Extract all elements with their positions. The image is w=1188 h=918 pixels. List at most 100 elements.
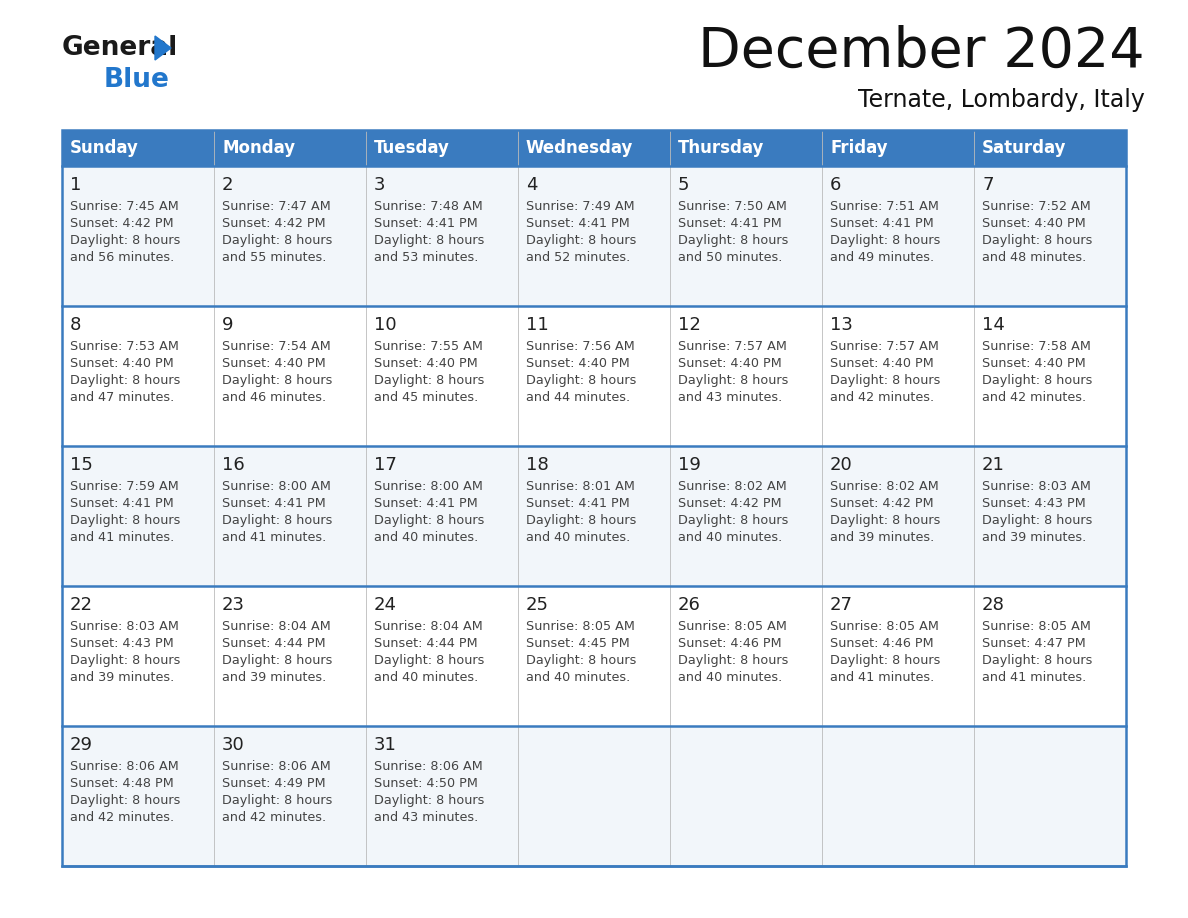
Text: Sunrise: 7:47 AM: Sunrise: 7:47 AM <box>222 200 330 213</box>
Text: Daylight: 8 hours: Daylight: 8 hours <box>982 654 1093 667</box>
Text: 1: 1 <box>70 176 81 194</box>
Bar <box>518 306 670 446</box>
Text: Daylight: 8 hours: Daylight: 8 hours <box>526 234 637 247</box>
Text: Sunset: 4:40 PM: Sunset: 4:40 PM <box>222 357 326 370</box>
Text: Sunrise: 8:03 AM: Sunrise: 8:03 AM <box>982 480 1091 493</box>
Text: Thursday: Thursday <box>678 139 764 157</box>
Text: Daylight: 8 hours: Daylight: 8 hours <box>374 514 485 527</box>
Text: Daylight: 8 hours: Daylight: 8 hours <box>830 514 941 527</box>
Text: Daylight: 8 hours: Daylight: 8 hours <box>526 374 637 387</box>
Text: Sunrise: 8:06 AM: Sunrise: 8:06 AM <box>374 760 482 773</box>
Text: Sunrise: 8:01 AM: Sunrise: 8:01 AM <box>526 480 634 493</box>
Text: and 39 minutes.: and 39 minutes. <box>830 531 934 544</box>
Text: Sunset: 4:41 PM: Sunset: 4:41 PM <box>830 217 934 230</box>
Text: and 40 minutes.: and 40 minutes. <box>678 671 782 684</box>
Text: and 43 minutes.: and 43 minutes. <box>678 391 782 404</box>
Text: and 40 minutes.: and 40 minutes. <box>374 531 479 544</box>
Text: Sunrise: 8:05 AM: Sunrise: 8:05 AM <box>982 620 1091 633</box>
Bar <box>366 166 518 306</box>
Text: Daylight: 8 hours: Daylight: 8 hours <box>830 374 941 387</box>
Text: Daylight: 8 hours: Daylight: 8 hours <box>222 374 333 387</box>
Text: Daylight: 8 hours: Daylight: 8 hours <box>678 514 789 527</box>
Text: Daylight: 8 hours: Daylight: 8 hours <box>222 794 333 807</box>
Text: Sunset: 4:41 PM: Sunset: 4:41 PM <box>374 217 478 230</box>
Text: 30: 30 <box>222 736 245 754</box>
Text: Sunset: 4:40 PM: Sunset: 4:40 PM <box>374 357 478 370</box>
Text: Sunday: Sunday <box>70 139 139 157</box>
Bar <box>214 130 366 166</box>
Text: Sunset: 4:41 PM: Sunset: 4:41 PM <box>678 217 782 230</box>
Text: Sunset: 4:43 PM: Sunset: 4:43 PM <box>982 497 1086 510</box>
Text: Daylight: 8 hours: Daylight: 8 hours <box>70 374 181 387</box>
Text: Daylight: 8 hours: Daylight: 8 hours <box>678 234 789 247</box>
Text: Daylight: 8 hours: Daylight: 8 hours <box>70 654 181 667</box>
Bar <box>366 306 518 446</box>
Text: and 50 minutes.: and 50 minutes. <box>678 251 783 264</box>
Text: 27: 27 <box>830 596 853 614</box>
Bar <box>366 130 518 166</box>
Text: Sunset: 4:44 PM: Sunset: 4:44 PM <box>374 637 478 650</box>
Text: Monday: Monday <box>222 139 295 157</box>
Text: Sunset: 4:42 PM: Sunset: 4:42 PM <box>678 497 782 510</box>
Bar <box>518 446 670 586</box>
Text: 15: 15 <box>70 456 93 474</box>
Bar <box>822 130 974 166</box>
Text: Sunrise: 8:04 AM: Sunrise: 8:04 AM <box>222 620 330 633</box>
Text: and 44 minutes.: and 44 minutes. <box>526 391 630 404</box>
Text: Daylight: 8 hours: Daylight: 8 hours <box>374 374 485 387</box>
Text: Sunrise: 8:05 AM: Sunrise: 8:05 AM <box>830 620 939 633</box>
Text: General: General <box>62 35 178 61</box>
Text: Sunrise: 8:03 AM: Sunrise: 8:03 AM <box>70 620 179 633</box>
Text: 12: 12 <box>678 316 701 334</box>
Text: Daylight: 8 hours: Daylight: 8 hours <box>830 234 941 247</box>
Text: 9: 9 <box>222 316 234 334</box>
Text: 28: 28 <box>982 596 1005 614</box>
Text: Sunset: 4:48 PM: Sunset: 4:48 PM <box>70 777 173 790</box>
Text: Sunset: 4:41 PM: Sunset: 4:41 PM <box>526 497 630 510</box>
Text: and 55 minutes.: and 55 minutes. <box>222 251 327 264</box>
Text: Daylight: 8 hours: Daylight: 8 hours <box>982 234 1093 247</box>
Bar <box>670 586 822 726</box>
Text: 25: 25 <box>526 596 549 614</box>
Text: and 40 minutes.: and 40 minutes. <box>678 531 782 544</box>
Text: Saturday: Saturday <box>982 139 1067 157</box>
Text: Daylight: 8 hours: Daylight: 8 hours <box>830 654 941 667</box>
Text: 17: 17 <box>374 456 397 474</box>
Bar <box>822 166 974 306</box>
Text: Sunrise: 7:57 AM: Sunrise: 7:57 AM <box>830 340 939 353</box>
Text: Daylight: 8 hours: Daylight: 8 hours <box>678 374 789 387</box>
Text: and 40 minutes.: and 40 minutes. <box>526 531 631 544</box>
Text: Sunrise: 8:02 AM: Sunrise: 8:02 AM <box>830 480 939 493</box>
Text: Daylight: 8 hours: Daylight: 8 hours <box>70 514 181 527</box>
Text: and 52 minutes.: and 52 minutes. <box>526 251 631 264</box>
Text: Daylight: 8 hours: Daylight: 8 hours <box>222 234 333 247</box>
Text: Sunrise: 7:51 AM: Sunrise: 7:51 AM <box>830 200 939 213</box>
Text: Daylight: 8 hours: Daylight: 8 hours <box>526 654 637 667</box>
Text: and 39 minutes.: and 39 minutes. <box>70 671 175 684</box>
Bar <box>62 306 214 446</box>
Bar <box>214 586 366 726</box>
Text: 26: 26 <box>678 596 701 614</box>
Text: and 56 minutes.: and 56 minutes. <box>70 251 175 264</box>
Text: 5: 5 <box>678 176 689 194</box>
Text: 10: 10 <box>374 316 397 334</box>
Text: Sunset: 4:40 PM: Sunset: 4:40 PM <box>70 357 173 370</box>
Text: Friday: Friday <box>830 139 887 157</box>
Text: Sunset: 4:40 PM: Sunset: 4:40 PM <box>830 357 934 370</box>
Bar <box>62 166 214 306</box>
Text: Sunrise: 7:58 AM: Sunrise: 7:58 AM <box>982 340 1091 353</box>
Bar <box>822 726 974 866</box>
Text: 22: 22 <box>70 596 93 614</box>
Text: Sunset: 4:46 PM: Sunset: 4:46 PM <box>678 637 782 650</box>
Text: Blue: Blue <box>105 67 170 93</box>
Text: 6: 6 <box>830 176 841 194</box>
Text: Sunset: 4:41 PM: Sunset: 4:41 PM <box>526 217 630 230</box>
Text: Sunrise: 7:56 AM: Sunrise: 7:56 AM <box>526 340 634 353</box>
Text: Sunrise: 8:00 AM: Sunrise: 8:00 AM <box>374 480 482 493</box>
Text: and 39 minutes.: and 39 minutes. <box>982 531 1086 544</box>
Text: Sunrise: 8:05 AM: Sunrise: 8:05 AM <box>526 620 634 633</box>
Bar <box>62 726 214 866</box>
Text: and 41 minutes.: and 41 minutes. <box>830 671 934 684</box>
Bar <box>822 446 974 586</box>
Text: Daylight: 8 hours: Daylight: 8 hours <box>526 514 637 527</box>
